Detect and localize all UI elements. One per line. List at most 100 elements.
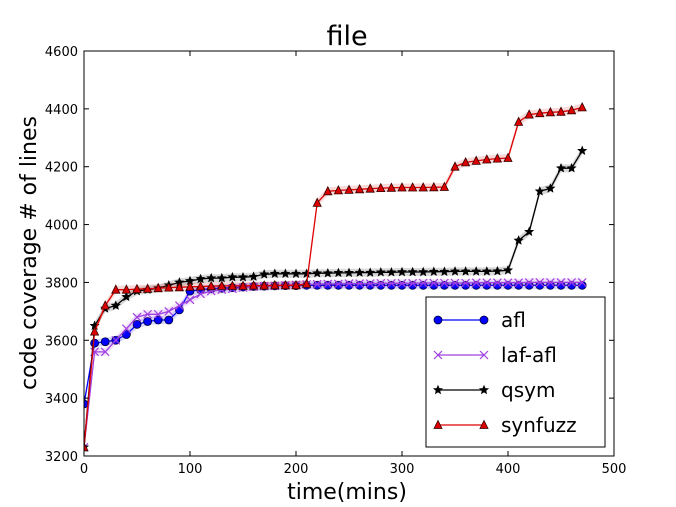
data-point-synfuzz-33 (429, 181, 439, 192)
data-point-synfuzz-6 (142, 283, 153, 293)
data-point-laf-afl-30 (397, 278, 407, 288)
data-point-afl-46 (567, 280, 576, 290)
data-point-laf-afl-10 (185, 295, 195, 305)
data-point-qsym-44 (545, 183, 556, 193)
x-tick-label: 300 (390, 462, 415, 477)
data-point-qsym-33 (428, 266, 439, 277)
data-point-laf-afl-34 (439, 278, 449, 288)
data-point-laf-afl-40 (503, 278, 513, 288)
data-point-afl-22 (312, 280, 322, 290)
data-point-laf-afl-36 (461, 278, 471, 288)
data-point-synfuzz-46 (566, 104, 577, 115)
data-point-synfuzz-40 (503, 152, 513, 162)
data-point-synfuzz-26 (354, 183, 365, 194)
data-point-synfuzz-37 (471, 155, 481, 165)
data-point-synfuzz-24 (333, 185, 344, 195)
data-point-synfuzz-13 (217, 280, 227, 290)
legend: afl laf-afl qsym synfuzz (425, 296, 606, 448)
data-point-synfuzz-0 (84, 441, 89, 452)
data-point-laf-afl-9 (174, 301, 184, 310)
data-point-qsym-31 (407, 266, 418, 277)
chart-title: file (326, 21, 367, 52)
legend-marker-end-qsym (478, 384, 490, 395)
data-point-qsym-22 (312, 267, 323, 278)
data-point-synfuzz-43 (535, 107, 545, 118)
y-tick-label: 3600 (45, 334, 78, 349)
data-point-synfuzz-29 (386, 182, 397, 192)
legend-marker-start-afl (433, 315, 443, 325)
data-point-qsym-16 (248, 271, 259, 281)
data-point-qsym-46 (566, 162, 577, 173)
data-point-synfuzz-1 (89, 326, 100, 336)
data-point-qsym-25 (343, 267, 355, 278)
data-point-qsym-36 (460, 266, 471, 276)
data-point-synfuzz-8 (164, 282, 174, 292)
data-point-synfuzz-42 (524, 109, 534, 119)
data-point-afl-45 (556, 280, 566, 290)
legend-marker-end-laf-afl (479, 350, 489, 360)
data-point-qsym-14 (227, 271, 238, 282)
data-point-laf-afl-24 (333, 279, 343, 289)
data-point-qsym-3 (110, 300, 121, 310)
series-line-laf-afl (84, 281, 583, 448)
data-point-qsym-32 (418, 266, 429, 277)
data-point-qsym-11 (195, 273, 206, 284)
data-point-afl-43 (535, 280, 545, 290)
data-point-synfuzz-39 (492, 153, 503, 163)
data-point-synfuzz-27 (365, 183, 375, 193)
data-point-afl-2 (100, 337, 110, 347)
data-point-laf-afl-27 (365, 279, 375, 289)
legend-marker-start-synfuzz (433, 419, 443, 429)
data-point-afl-1 (90, 338, 99, 348)
data-point-laf-afl-4 (121, 324, 131, 334)
data-point-synfuzz-4 (121, 284, 132, 294)
legend-marker-end-synfuzz (479, 419, 489, 429)
legend-label-afl: afl (501, 308, 526, 332)
data-point-laf-afl-38 (482, 278, 492, 288)
data-point-synfuzz-21 (301, 278, 312, 288)
data-point-qsym-43 (534, 186, 545, 196)
data-point-qsym-34 (439, 266, 450, 277)
data-point-laf-afl-7 (153, 309, 163, 319)
x-tick-label: 200 (284, 462, 309, 477)
data-point-synfuzz-14 (227, 280, 238, 290)
data-point-laf-afl-41 (514, 278, 524, 288)
x-axis-label: time(mins) (287, 480, 407, 505)
data-point-laf-afl-42 (524, 278, 534, 287)
legend-marker-end-afl (479, 315, 489, 325)
data-point-laf-afl-5 (132, 312, 142, 322)
data-point-afl-7 (153, 315, 163, 325)
data-point-laf-afl-31 (408, 278, 418, 288)
data-point-synfuzz-47 (577, 102, 587, 112)
data-point-synfuzz-41 (513, 116, 524, 126)
y-axis-label: code coverage # of lines (17, 116, 42, 390)
data-point-qsym-21 (301, 268, 312, 279)
y-tick-label: 4000 (45, 219, 78, 234)
y-tick-label: 3400 (45, 392, 78, 407)
y-tick-label: 4400 (45, 103, 78, 118)
data-point-synfuzz-44 (545, 106, 556, 117)
data-point-laf-afl-33 (429, 278, 439, 288)
data-point-synfuzz-20 (291, 279, 301, 290)
data-point-laf-afl-45 (556, 278, 566, 287)
data-point-qsym-42 (524, 226, 535, 237)
data-point-laf-afl-8 (164, 306, 174, 316)
axes-frame (83, 50, 615, 457)
data-point-qsym-30 (396, 266, 408, 277)
data-point-laf-afl-22 (312, 279, 322, 289)
data-point-laf-afl-28 (376, 278, 386, 288)
y-tick-label: 3800 (45, 276, 78, 291)
data-point-afl-6 (143, 317, 153, 326)
data-point-qsym-19 (280, 268, 291, 279)
data-point-synfuzz-15 (238, 280, 248, 290)
data-point-laf-afl-25 (344, 279, 354, 289)
data-point-afl-42 (524, 280, 534, 290)
legend-label-synfuzz: synfuzz (501, 413, 577, 437)
data-point-synfuzz-22 (312, 197, 322, 207)
data-point-afl-47 (577, 280, 587, 290)
data-point-synfuzz-5 (132, 283, 142, 294)
y-tick-label: 3200 (45, 450, 78, 465)
data-point-qsym-35 (449, 266, 461, 276)
y-tick-label: 4200 (45, 161, 78, 176)
